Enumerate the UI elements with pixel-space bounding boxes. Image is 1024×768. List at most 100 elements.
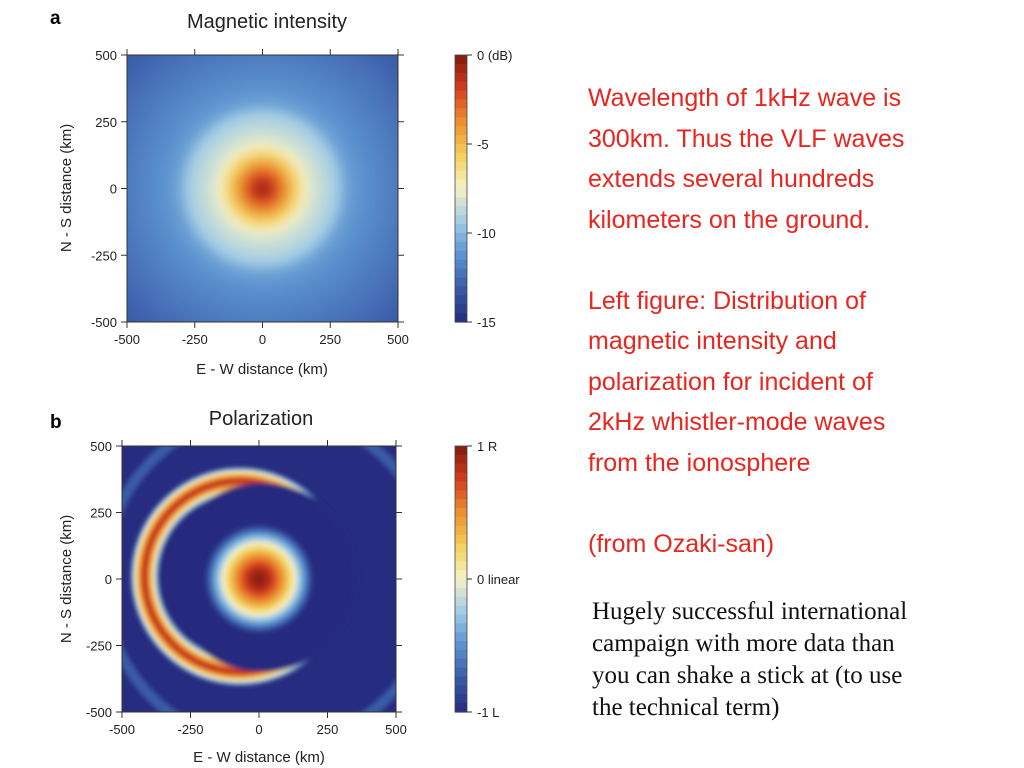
- colorbar-tick-label: -15: [477, 315, 496, 330]
- colorbar-segment: [455, 667, 467, 678]
- colorbar-segment: [455, 694, 467, 704]
- colorbar-segment: [455, 215, 467, 225]
- panel-a-xlabel: E - W distance (km): [196, 361, 328, 378]
- colorbar-segment: [455, 135, 467, 145]
- colorbar-segment: [455, 224, 467, 234]
- colorbar-segment: [455, 685, 467, 695]
- x-tick-label: -250: [182, 332, 208, 347]
- y-tick-label: 0: [105, 572, 112, 587]
- colorbar-segment: [455, 614, 467, 624]
- colorbar-segment: [455, 454, 467, 465]
- y-tick-label: -500: [86, 705, 112, 720]
- colorbar-segment: [455, 641, 467, 651]
- colorbar-segment: [455, 632, 467, 642]
- colorbar-segment: [455, 552, 467, 562]
- colorbar-segment: [455, 188, 467, 198]
- colorbar-segment: [455, 703, 467, 713]
- colorbar-segment: [455, 516, 467, 527]
- colorbar-tick-label: 0 (dB): [477, 48, 512, 63]
- colorbar-segment: [455, 126, 467, 136]
- y-tick-label: 0: [110, 182, 117, 197]
- colorbar-segment: [455, 499, 467, 509]
- colorbar-segment: [455, 295, 467, 305]
- colorbar-segment: [455, 179, 467, 190]
- colorbar-segment: [455, 63, 467, 74]
- colorbar-segment: [455, 596, 467, 607]
- colorbar-segment: [455, 55, 467, 65]
- colorbar-segment: [455, 463, 467, 474]
- colorbar-segment: [455, 543, 467, 553]
- x-tick-label: -250: [177, 722, 203, 737]
- colorbar-segment: [455, 313, 467, 323]
- colorbar-segment: [455, 259, 467, 270]
- x-tick-label: -500: [109, 722, 135, 737]
- y-tick-label: -250: [91, 248, 117, 263]
- colorbar-segment: [455, 676, 467, 686]
- colorbar-segment: [455, 144, 467, 154]
- panel-b-colorbar: 1 R 0 linear -1 L: [454, 439, 520, 720]
- colorbar-segment: [455, 72, 467, 83]
- colorbar-segment: [455, 579, 467, 589]
- panel-a-colorbar: 0 (dB) -5 -10 -15: [454, 48, 512, 330]
- panel-a-axes: -500 -250 0 250 500 500 250 0 -250 -500: [91, 48, 409, 347]
- x-tick-label: 0: [255, 722, 262, 737]
- colorbar-segment: [455, 152, 467, 163]
- x-tick-label: 500: [385, 722, 407, 737]
- colorbar-segment: [455, 268, 467, 279]
- figure: a Magnetic intensity -500 -250 0 250 5005002…: [50, 8, 520, 766]
- colorbar-segment: [455, 570, 467, 580]
- colorbar-segment: [455, 161, 467, 172]
- colorbar-tick-label: 0 linear: [477, 572, 520, 587]
- colorbar-segment: [455, 472, 467, 483]
- panel-b-xlabel: E - W distance (km): [193, 749, 325, 766]
- colorbar-segment: [455, 525, 467, 536]
- panel-a-title: Magnetic intensity: [187, 11, 347, 33]
- colorbar-segment: [455, 481, 467, 491]
- panel-a: a Magnetic intensity -500 -250 0 250 500 500 2…: [50, 8, 512, 378]
- polarization-ring: [257, 577, 261, 581]
- panel-b-title: Polarization: [209, 408, 314, 430]
- colorbar-segment: [455, 108, 467, 118]
- colorbar-segment: [455, 587, 467, 598]
- colorbar-tick-label: -5: [477, 137, 489, 152]
- colorbar-segment: [455, 250, 467, 261]
- colorbar-tick-label: -10: [477, 226, 496, 241]
- panel-b-letter: b: [50, 412, 62, 433]
- panel-a-heatmap: [127, 55, 398, 322]
- panel-a-ylabel: N - S distance (km): [58, 124, 75, 252]
- panel-b-axes: -500 -250 0 250 500 500 250 0 -250 -500: [86, 439, 407, 737]
- colorbar-segment: [455, 561, 467, 571]
- y-tick-label: -250: [86, 639, 112, 654]
- colorbar-segment: [455, 99, 467, 109]
- x-tick-label: 0: [259, 332, 266, 347]
- colorbar-segment: [455, 197, 467, 207]
- colorbar-segment: [455, 81, 467, 92]
- y-tick-label: 250: [90, 506, 112, 521]
- panel-a-letter: a: [50, 8, 61, 29]
- colorbar-segment: [455, 90, 467, 101]
- colorbar-segment: [455, 277, 467, 287]
- colorbar-segment: [455, 649, 467, 660]
- colorbar-tick-label: 1 R: [477, 439, 497, 454]
- colorbar-segment: [455, 117, 467, 127]
- colorbar-segment: [455, 286, 467, 296]
- colorbar-segment: [455, 534, 467, 545]
- panel-b: b Polarization -500 -250 0 250 500 500 250 0 -25…: [50, 408, 520, 766]
- campaign-summary-text: Hugely successful international campaign…: [592, 598, 908, 721]
- red-explanation-text: Wavelength of 1kHz wave is 300km. Thus t…: [588, 84, 905, 558]
- intensity-ring: [260, 186, 265, 191]
- y-tick-label: 250: [95, 115, 117, 130]
- colorbar-tick-label: -1 L: [477, 705, 499, 720]
- panel-b-ylabel: N - S distance (km): [58, 515, 75, 643]
- colorbar-segment: [455, 304, 467, 314]
- colorbar-segment: [455, 605, 467, 616]
- colorbar-segment: [455, 446, 467, 456]
- colorbar-segment: [455, 241, 467, 252]
- colorbar-segment: [455, 508, 467, 518]
- y-tick-label: -500: [91, 315, 117, 330]
- colorbar-segment: [455, 490, 467, 500]
- x-tick-label: 500: [387, 332, 409, 347]
- colorbar-segment: [455, 658, 467, 669]
- colorbar-segment: [455, 206, 467, 216]
- x-tick-label: -500: [114, 332, 140, 347]
